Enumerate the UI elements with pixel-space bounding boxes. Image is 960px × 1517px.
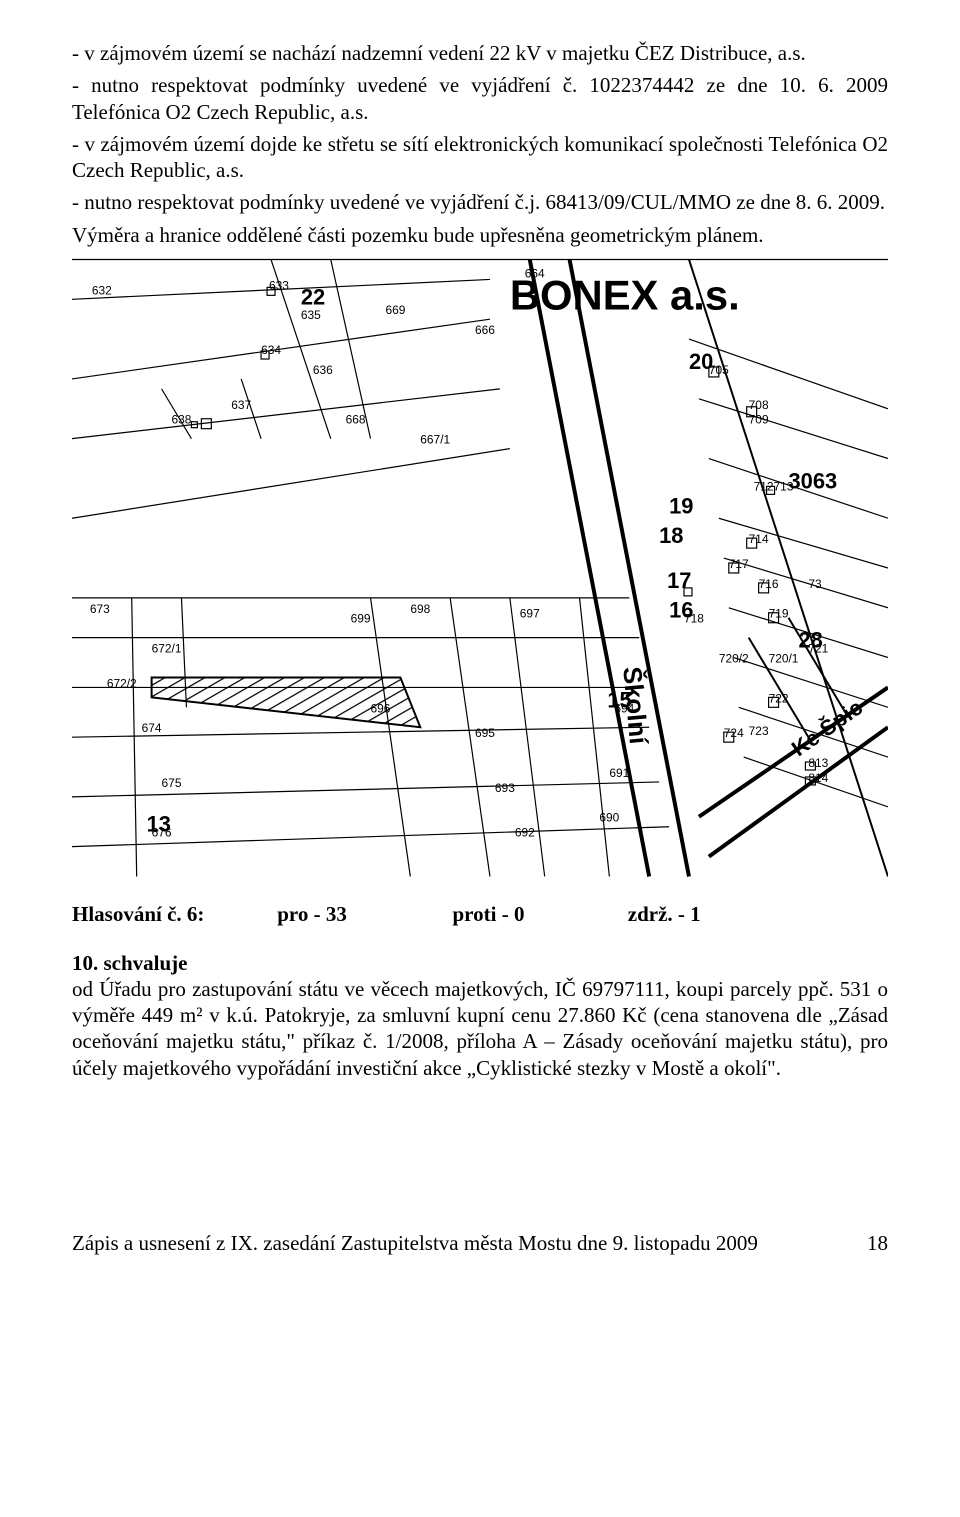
svg-text:723: 723 xyxy=(749,724,769,738)
svg-text:694: 694 xyxy=(614,701,634,715)
vote-result: Hlasování č. 6: pro - 33 proti - 0 zdrž.… xyxy=(72,902,888,927)
svg-text:717: 717 xyxy=(729,557,749,571)
svg-text:634: 634 xyxy=(261,343,281,357)
paragraph-1: - v zájmovém území se nachází nadzemní v… xyxy=(72,40,888,66)
svg-text:636: 636 xyxy=(313,363,333,377)
svg-text:709: 709 xyxy=(749,412,769,426)
vote-proti: proti - 0 xyxy=(453,902,623,927)
vote-pro: pro - 33 xyxy=(277,902,447,927)
svg-text:814: 814 xyxy=(808,771,828,785)
vote-label: Hlasování č. 6: xyxy=(72,902,272,927)
svg-text:674: 674 xyxy=(142,721,162,735)
svg-text:638: 638 xyxy=(172,412,192,426)
svg-text:716: 716 xyxy=(759,577,779,591)
svg-text:720/2: 720/2 xyxy=(719,651,749,665)
svg-text:672/2: 672/2 xyxy=(107,676,137,690)
vote-zdrz: zdrž. - 1 xyxy=(628,902,701,927)
svg-text:19: 19 xyxy=(669,493,693,518)
svg-text:712: 712 xyxy=(754,479,774,493)
svg-text:693: 693 xyxy=(495,781,515,795)
document-page: - v zájmovém území se nachází nadzemní v… xyxy=(0,0,960,1286)
svg-text:718: 718 xyxy=(684,611,704,625)
cadastral-map: BONEX a.s. Školní Ke Špic 22201918171615… xyxy=(72,258,888,878)
svg-text:714: 714 xyxy=(749,532,769,546)
svg-text:669: 669 xyxy=(385,303,405,317)
svg-text:692: 692 xyxy=(515,825,535,839)
svg-text:724: 724 xyxy=(724,726,744,740)
svg-text:721: 721 xyxy=(808,641,828,655)
svg-text:713: 713 xyxy=(774,479,794,493)
heading-10: 10. schvaluje xyxy=(72,951,888,976)
svg-text:691: 691 xyxy=(609,766,629,780)
map-svg: BONEX a.s. Školní Ke Špic 22201918171615… xyxy=(72,258,888,878)
paragraph-3: - v zájmovém území dojde ke střetu se sí… xyxy=(72,131,888,184)
map-lines xyxy=(72,259,888,876)
paragraph-6: od Úřadu pro zastupování státu ve věcech… xyxy=(72,976,888,1081)
svg-text:22: 22 xyxy=(301,284,325,309)
svg-text:664: 664 xyxy=(525,266,545,280)
svg-text:18: 18 xyxy=(659,523,683,548)
svg-text:635: 635 xyxy=(301,308,321,322)
paragraph-5: Výměra a hranice oddělené části pozemku … xyxy=(72,222,888,248)
svg-text:705: 705 xyxy=(709,363,729,377)
svg-text:696: 696 xyxy=(371,701,391,715)
svg-text:637: 637 xyxy=(231,398,251,412)
map-parcel-numbers: 632 633 634 635 636 637 638 664 666 667/1 668 669 67… xyxy=(90,266,829,839)
svg-text:720/1: 720/1 xyxy=(769,651,799,665)
svg-text:697: 697 xyxy=(520,607,540,621)
svg-text:667/1: 667/1 xyxy=(420,432,450,446)
svg-text:672/1: 672/1 xyxy=(152,641,182,655)
svg-text:3063: 3063 xyxy=(788,468,837,493)
svg-text:676: 676 xyxy=(152,825,172,839)
svg-text:673: 673 xyxy=(90,602,110,616)
svg-text:633: 633 xyxy=(269,278,289,292)
svg-text:698: 698 xyxy=(410,602,430,616)
svg-text:722: 722 xyxy=(769,691,789,705)
svg-text:668: 668 xyxy=(346,412,366,426)
svg-text:813: 813 xyxy=(808,756,828,770)
svg-text:695: 695 xyxy=(475,726,495,740)
paragraph-2: - nutno respektovat podmínky uvedené ve … xyxy=(72,72,888,125)
paragraph-4: - nutno respektovat podmínky uvedené ve … xyxy=(72,189,888,215)
svg-text:708: 708 xyxy=(749,398,769,412)
svg-text:690: 690 xyxy=(599,811,619,825)
svg-text:719: 719 xyxy=(769,607,789,621)
svg-text:632: 632 xyxy=(92,283,112,297)
svg-text:17: 17 xyxy=(667,568,691,593)
footer-page-number: 18 xyxy=(867,1231,888,1256)
svg-text:73: 73 xyxy=(808,577,822,591)
page-footer: Zápis a usnesení z IX. zasedání Zastupit… xyxy=(72,1231,888,1256)
footer-left: Zápis a usnesení z IX. zasedání Zastupit… xyxy=(72,1231,758,1256)
svg-text:699: 699 xyxy=(351,611,371,625)
svg-text:675: 675 xyxy=(162,776,182,790)
svg-text:666: 666 xyxy=(475,323,495,337)
